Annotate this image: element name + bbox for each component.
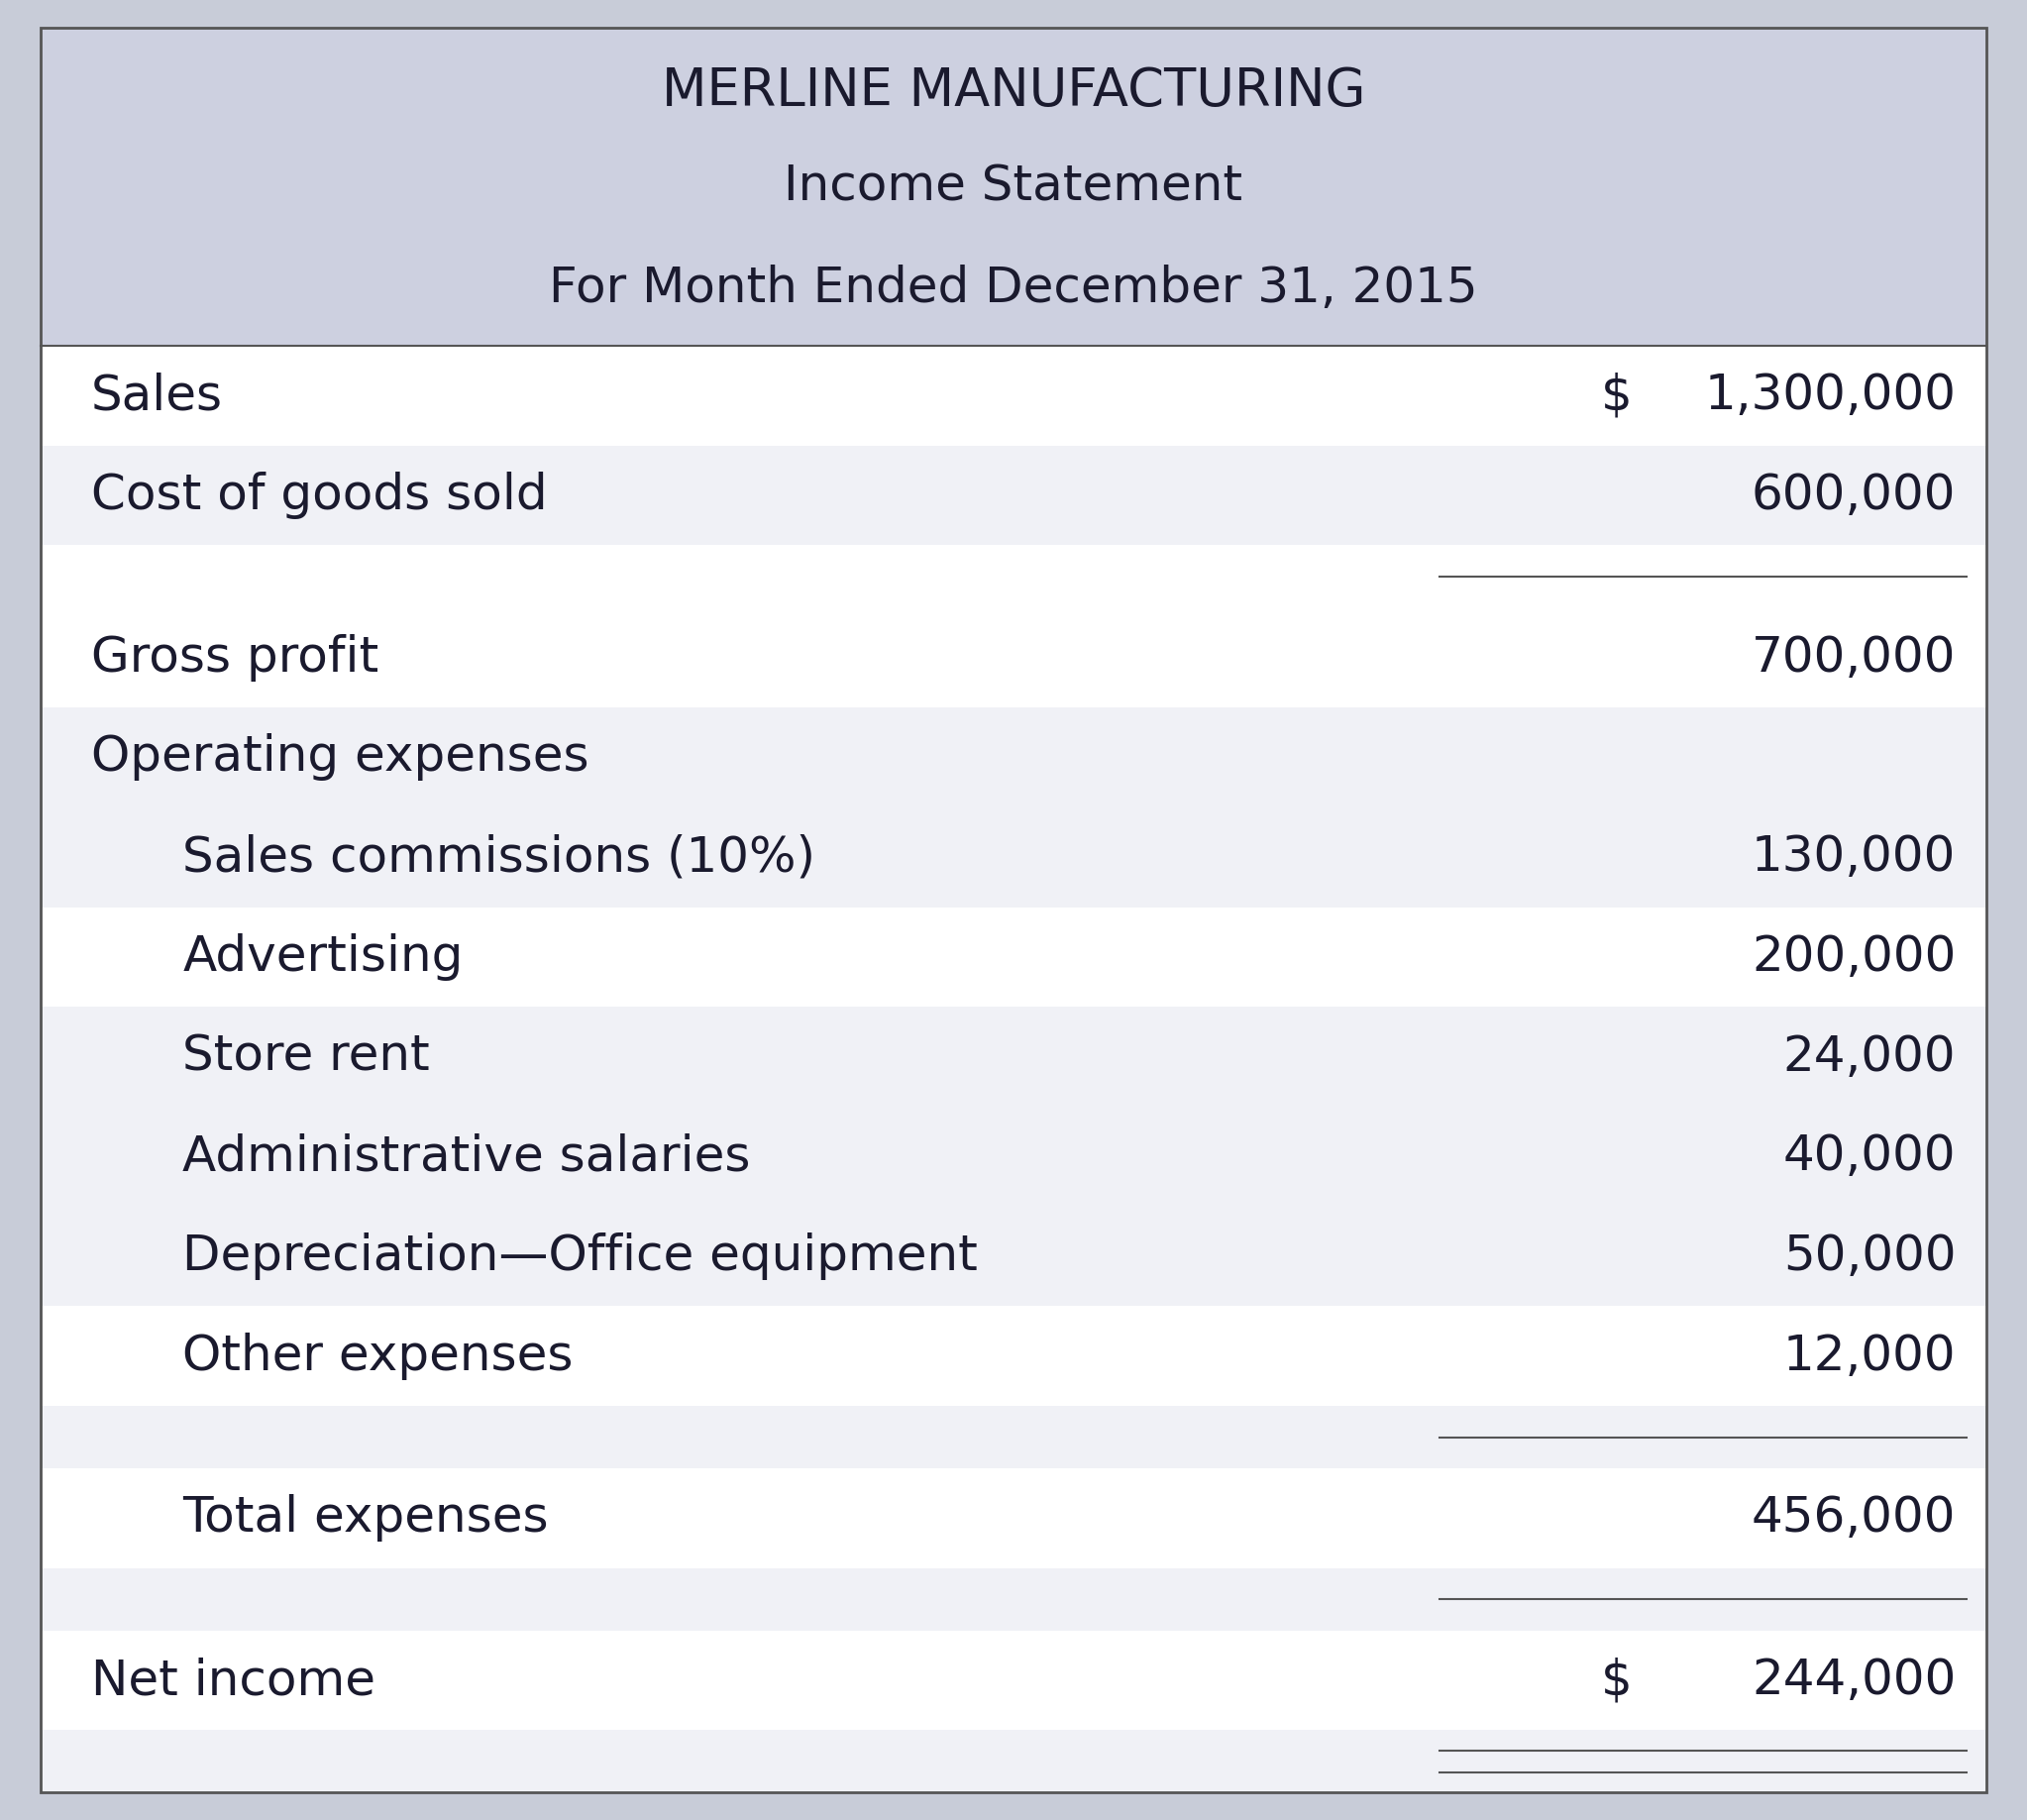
Text: Other expenses: Other expenses bbox=[182, 1332, 574, 1380]
Text: 600,000: 600,000 bbox=[1751, 471, 1956, 519]
Text: Administrative salaries: Administrative salaries bbox=[182, 1132, 750, 1181]
Text: 40,000: 40,000 bbox=[1784, 1132, 1956, 1181]
Text: Cost of goods sold: Cost of goods sold bbox=[91, 471, 547, 519]
Bar bbox=[41, 546, 1986, 608]
Text: Net income: Net income bbox=[91, 1656, 375, 1704]
Text: 456,000: 456,000 bbox=[1751, 1494, 1956, 1542]
Bar bbox=[41, 1307, 1986, 1407]
Bar bbox=[41, 1631, 1986, 1731]
Bar bbox=[41, 708, 1986, 808]
Text: 1,300,000: 1,300,000 bbox=[1705, 371, 1956, 419]
Text: Advertising: Advertising bbox=[182, 934, 464, 981]
Bar bbox=[41, 906, 1986, 1006]
Bar bbox=[41, 1407, 1986, 1469]
Bar bbox=[41, 1006, 1986, 1107]
Text: Store rent: Store rent bbox=[182, 1034, 430, 1081]
Bar bbox=[41, 1469, 1986, 1569]
Text: Operating expenses: Operating expenses bbox=[91, 733, 590, 781]
Text: 50,000: 50,000 bbox=[1784, 1232, 1956, 1279]
Text: $: $ bbox=[1601, 1656, 1634, 1704]
Text: Income Statement: Income Statement bbox=[784, 162, 1243, 211]
Bar bbox=[41, 1569, 1986, 1631]
Text: 24,000: 24,000 bbox=[1784, 1034, 1956, 1081]
Bar bbox=[41, 1207, 1986, 1307]
Bar bbox=[41, 446, 1986, 546]
Bar bbox=[41, 1107, 1986, 1207]
Text: MERLINE MANUFACTURING: MERLINE MANUFACTURING bbox=[661, 66, 1366, 116]
Text: Sales commissions (10%): Sales commissions (10%) bbox=[182, 834, 815, 881]
Text: $: $ bbox=[1601, 371, 1634, 419]
Text: 244,000: 244,000 bbox=[1751, 1656, 1956, 1704]
Text: Gross profit: Gross profit bbox=[91, 633, 379, 681]
Text: Sales: Sales bbox=[91, 371, 223, 419]
Bar bbox=[41, 608, 1986, 708]
Text: 700,000: 700,000 bbox=[1751, 633, 1956, 681]
Bar bbox=[41, 27, 1986, 346]
Bar bbox=[41, 1731, 1986, 1793]
Text: 130,000: 130,000 bbox=[1751, 834, 1956, 881]
Text: Depreciation—Office equipment: Depreciation—Office equipment bbox=[182, 1232, 977, 1279]
Text: 12,000: 12,000 bbox=[1784, 1332, 1956, 1380]
Bar bbox=[41, 808, 1986, 906]
Text: For Month Ended December 31, 2015: For Month Ended December 31, 2015 bbox=[549, 264, 1478, 313]
Text: Total expenses: Total expenses bbox=[182, 1494, 549, 1542]
Text: 200,000: 200,000 bbox=[1751, 934, 1956, 981]
Bar bbox=[41, 346, 1986, 446]
